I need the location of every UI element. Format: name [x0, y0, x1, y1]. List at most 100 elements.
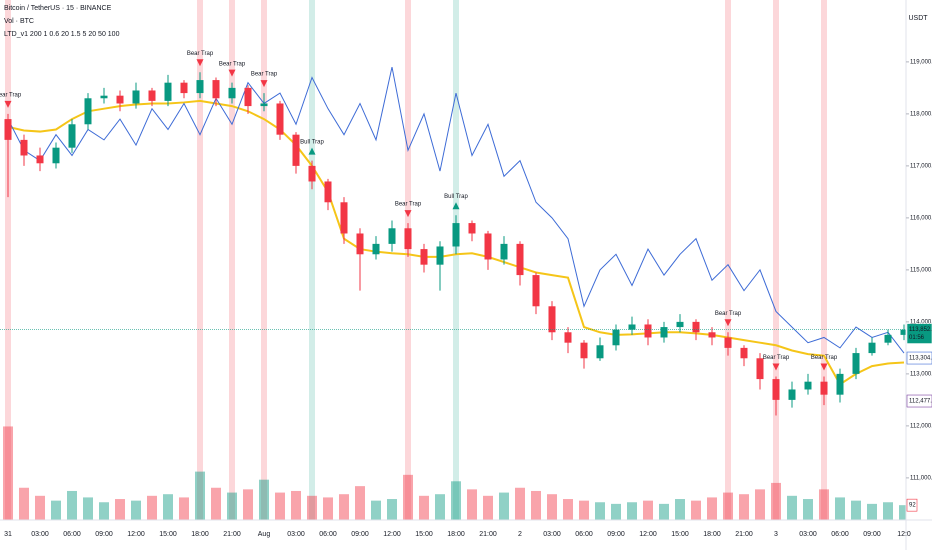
volume-bar [867, 503, 877, 520]
y-tick-label: 114,000.00 [910, 319, 932, 325]
candle-body [180, 82, 188, 94]
x-tick-label: 3 [774, 531, 778, 538]
volume-bar [99, 502, 109, 520]
volume-bar [851, 500, 861, 520]
y-tick-label: 113,000.00 [910, 371, 932, 377]
volume-bar [835, 497, 845, 520]
volume-bar [355, 486, 365, 520]
volume-tag [906, 498, 918, 512]
volume-bar [3, 426, 13, 520]
signal-marker [820, 363, 828, 371]
candle-body [756, 358, 764, 380]
candle-body [260, 103, 268, 107]
candle-body [564, 332, 572, 343]
volume-bar [483, 495, 493, 520]
candle-body [708, 332, 716, 338]
currency-label: USDT [908, 15, 928, 22]
volume-bar [819, 489, 829, 520]
x-tick-label: 18:00 [703, 531, 721, 538]
price-tag-label: 112,477.99 [909, 399, 932, 405]
volume-bar [419, 495, 429, 520]
volume-bar [163, 494, 173, 520]
signal-label: Bear Trap [0, 92, 22, 98]
legend-volume: Vol · BTC [4, 18, 34, 25]
x-tick-label: 09:00 [863, 531, 881, 538]
signal-band [309, 0, 315, 520]
volume-bar [899, 505, 909, 520]
volume-bar [771, 482, 781, 520]
candle-body [420, 249, 428, 265]
candle-body [884, 334, 892, 343]
volume-bar [707, 497, 717, 520]
volume-bar [435, 494, 445, 520]
price-tag [906, 394, 932, 408]
x-tick-label: 06:00 [575, 531, 593, 538]
signal-marker [724, 319, 732, 327]
candle-body [868, 342, 876, 354]
volume-bar [691, 500, 701, 520]
volume-bar [131, 500, 141, 520]
candle-body [452, 223, 460, 247]
x-tick-label: 12:00 [127, 531, 145, 538]
candle-body [148, 90, 156, 101]
volume-bar [611, 503, 621, 520]
x-tick-label: 09:00 [95, 531, 113, 538]
signal-band [821, 0, 827, 520]
candle-body [436, 246, 444, 265]
candle-body [788, 389, 796, 400]
signal-marker [260, 80, 268, 88]
volume-bar [403, 474, 413, 520]
countdown-label: 01:56 [909, 335, 925, 341]
candle-body [164, 82, 172, 101]
candle-body [4, 119, 12, 140]
x-tick-label: 21:00 [735, 531, 753, 538]
candle-body [116, 95, 124, 104]
signal-label: Bull Trap [300, 139, 324, 145]
candle-body [644, 324, 652, 338]
x-tick-label: 12:00 [383, 531, 401, 538]
volume-bar [211, 487, 221, 520]
price-axis-panel [906, 0, 932, 550]
candle-body [372, 243, 380, 255]
volume-bar [147, 495, 157, 520]
candle-body [404, 228, 412, 250]
volume-bar [35, 495, 45, 520]
volume-bar [115, 499, 125, 520]
signal-label: Bear Trap [187, 51, 214, 57]
time-axis-panel [0, 520, 932, 550]
candle-body [772, 379, 780, 400]
axes: 111,000.00 112,000.00 113,000.00 114,000.00… [4, 59, 932, 538]
volume-bar [531, 490, 541, 520]
volume-bar [659, 503, 669, 520]
x-tick-label: 06:00 [831, 531, 849, 538]
price-tag-label: 113,852.33 [909, 327, 932, 333]
candle-body [84, 98, 92, 125]
x-tick-label: 09:00 [607, 531, 625, 538]
candle-body [244, 87, 252, 107]
volume-bar [739, 494, 749, 520]
signal-label: Bear Trap [763, 355, 790, 361]
candle-body [52, 147, 60, 164]
legend-symbol: Bitcoin / TetherUS · 15 · BINANCE [4, 5, 112, 12]
candle-body [900, 329, 908, 335]
y-tick-label: 115,000.00 [910, 267, 932, 273]
signal-band [261, 0, 267, 520]
y-tick-label: 116,000.00 [910, 215, 932, 221]
volume-bar [195, 471, 205, 520]
x-tick-label: 03:00 [543, 531, 561, 538]
signal-marker [196, 59, 204, 67]
volume-bar [883, 502, 893, 520]
candle-body [804, 381, 812, 390]
x-tick-label: 2 [518, 531, 522, 538]
candle-body [100, 95, 108, 99]
candle-body [580, 342, 588, 359]
candle-body [740, 347, 748, 359]
volume-bar [803, 499, 813, 520]
x-tick-label: 03:00 [799, 531, 817, 538]
signal-band [453, 0, 459, 520]
x-tick-label: 21:00 [223, 531, 241, 538]
candle-body [324, 181, 332, 203]
volume-bar [675, 499, 685, 520]
signal-label: Bear Trap [715, 311, 742, 317]
x-tick-label: 31 [4, 531, 12, 538]
